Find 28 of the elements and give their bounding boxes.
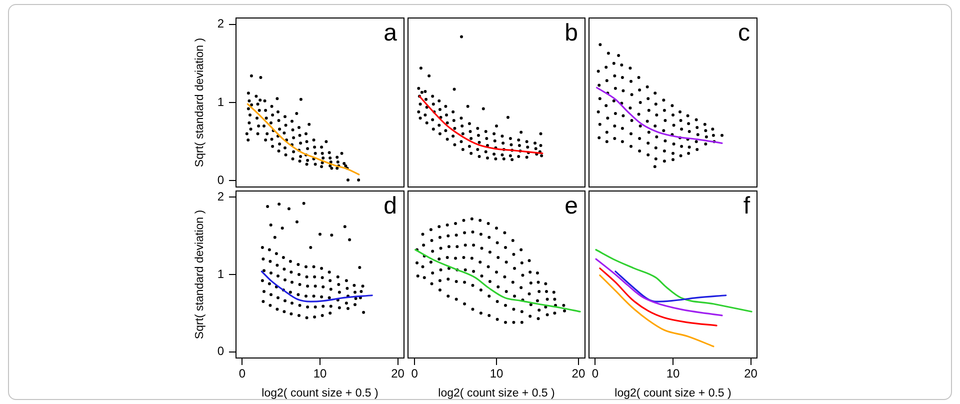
x-axis-title: log2( count size + 0.5 ) [262, 387, 378, 400]
x-tick-label: 10 [313, 366, 327, 381]
x-tick-label: 10 [490, 366, 504, 381]
annotation: a [384, 20, 398, 47]
x-tick-label: 0 [238, 366, 246, 381]
x-tick-label: 0 [592, 366, 599, 381]
y-tick-label: 1 [217, 266, 224, 281]
annotation: f [743, 192, 750, 220]
y-tick-label: 1 [217, 94, 224, 109]
x-axis-title: log2( count size + 0.5 ) [614, 387, 732, 400]
annotation: d [384, 192, 397, 220]
y-tick-label: 2 [217, 190, 224, 204]
annotation: e [564, 192, 578, 220]
y-axis-title: Sqrt( standard deviation ) [194, 38, 206, 168]
x-axis-title: log2( count size + 0.5 ) [438, 387, 555, 400]
x-tick-label: 20 [744, 366, 758, 381]
x-tick-label: 20 [391, 366, 405, 381]
y-tick-label: 0 [217, 344, 224, 358]
y-tick-label: 2 [217, 16, 224, 31]
y-tick-label: 0 [217, 173, 224, 188]
x-tick-label: 10 [666, 366, 680, 381]
annotation: b [564, 20, 578, 47]
line-series [246, 103, 360, 176]
x-tick-label: 20 [572, 366, 586, 381]
x-tick-label: 0 [411, 366, 418, 381]
annotation: c [738, 20, 750, 47]
line-series [260, 270, 373, 302]
y-axis-title: Sqrt( standard deviation ) [194, 210, 206, 340]
